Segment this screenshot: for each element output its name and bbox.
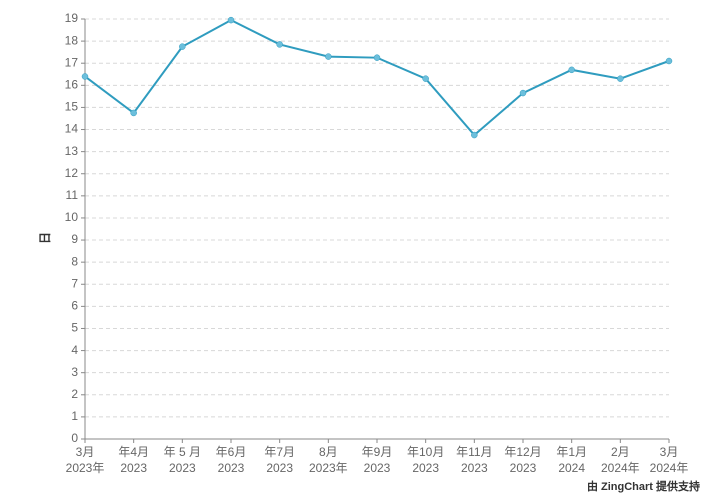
x-tick-label: 年11月 2023	[456, 445, 492, 475]
x-tick-label-line: 年7月	[264, 445, 295, 459]
x-tick-label-line: 年1月	[556, 445, 587, 459]
x-tick-label-line: 2023	[412, 461, 439, 475]
x-tick-label: 3月 2024年	[650, 445, 689, 475]
x-tick-label-line: 2023	[510, 461, 537, 475]
y-tick-label: 11	[66, 188, 79, 202]
x-tick-label-line: 年11月	[456, 445, 492, 459]
y-tick-label: 17	[65, 55, 79, 69]
marker	[276, 41, 283, 48]
y-tick-label: 5	[71, 321, 78, 335]
x-tick-label-line: 年9月	[362, 445, 393, 459]
y-tick-label: 19	[65, 11, 79, 25]
x-tick-label-line: 2023	[120, 461, 147, 475]
x-tick-label: 3月 2023年	[66, 445, 105, 475]
x-tick-label-line: 年4月	[118, 445, 149, 459]
marker	[227, 16, 235, 24]
x-tick-label: 8月 2023年	[309, 445, 348, 475]
x-tick-label-line: 8月	[319, 445, 338, 459]
y-tick-label: 15	[65, 100, 79, 114]
x-tick-label-line: 3月	[76, 445, 95, 459]
y-tick-label: 4	[71, 343, 78, 357]
y-tick-label: 10	[65, 210, 79, 224]
y-tick-label: 0	[71, 431, 78, 445]
x-tick-label-line: 2023年	[309, 461, 348, 475]
y-tick-label: 1	[71, 409, 78, 423]
credit: 由 ZingChart 提供支持	[587, 479, 700, 493]
marker	[665, 57, 673, 65]
x-tick-label-line: 2023	[266, 461, 293, 475]
x-tick-label: 年4月 2023	[118, 445, 149, 475]
x-tick-label: 年 5 月 2023	[164, 445, 201, 475]
marker	[81, 73, 89, 80]
marker	[471, 131, 478, 139]
x-tick-label: 年9月 2023	[362, 445, 393, 475]
x-tick-label-line: 2024	[558, 461, 585, 475]
x-tick-label: 年6月 2023	[216, 445, 247, 475]
y-tick-label: 2	[71, 387, 78, 401]
x-tick-label-line: 3月	[660, 445, 679, 459]
y-tick-label: 16	[65, 77, 79, 91]
x-tick-label-line: 2023	[364, 461, 391, 475]
x-tick-label-line: 2月	[611, 445, 630, 459]
x-tick-label-line: 2024年	[601, 461, 640, 475]
marker	[422, 75, 429, 82]
x-tick-label-line: 2023年	[66, 461, 105, 475]
x-tick-label: 年7月 2023	[264, 445, 295, 475]
line	[84, 18, 670, 137]
marker	[617, 75, 624, 82]
x-tick-label-line: 2023	[461, 461, 488, 475]
y-tick-label: 7	[71, 276, 78, 290]
x-tick-label-line: 2023	[169, 461, 196, 475]
y-tick-label: 18	[65, 33, 79, 47]
marker	[519, 89, 527, 97]
y-tick-label: 14	[65, 122, 79, 136]
x-tick-label: 年10月 2023	[407, 445, 444, 475]
x-tick-label-line: 年10月	[407, 445, 444, 459]
y-tick-label: 9	[71, 232, 78, 246]
y-tick-label: 6	[71, 299, 78, 313]
marker	[373, 54, 381, 61]
x-tick-label-line: 2023	[218, 461, 245, 475]
x-tick-label: 年12月 2023	[504, 445, 541, 475]
x-tick-label-line: 年6月	[216, 445, 247, 459]
y-tick-label: 12	[65, 166, 79, 180]
y-axis-label: 日	[38, 232, 52, 244]
y-tick-label: 3	[71, 365, 78, 379]
marker	[130, 109, 137, 117]
x-tick-label-line: 2024年	[650, 461, 689, 475]
x-tick-label: 2月 2024年	[601, 445, 640, 475]
y-tick-label: 13	[65, 144, 79, 158]
x-tick-label: 年1月 2024	[556, 445, 587, 475]
marker	[568, 66, 575, 74]
marker	[179, 43, 186, 50]
marker	[325, 53, 332, 60]
y-tick-label: 8	[71, 254, 78, 268]
x-tick-label-line: 年 5 月	[164, 445, 201, 459]
x-tick-label-line: 年12月	[504, 445, 541, 459]
